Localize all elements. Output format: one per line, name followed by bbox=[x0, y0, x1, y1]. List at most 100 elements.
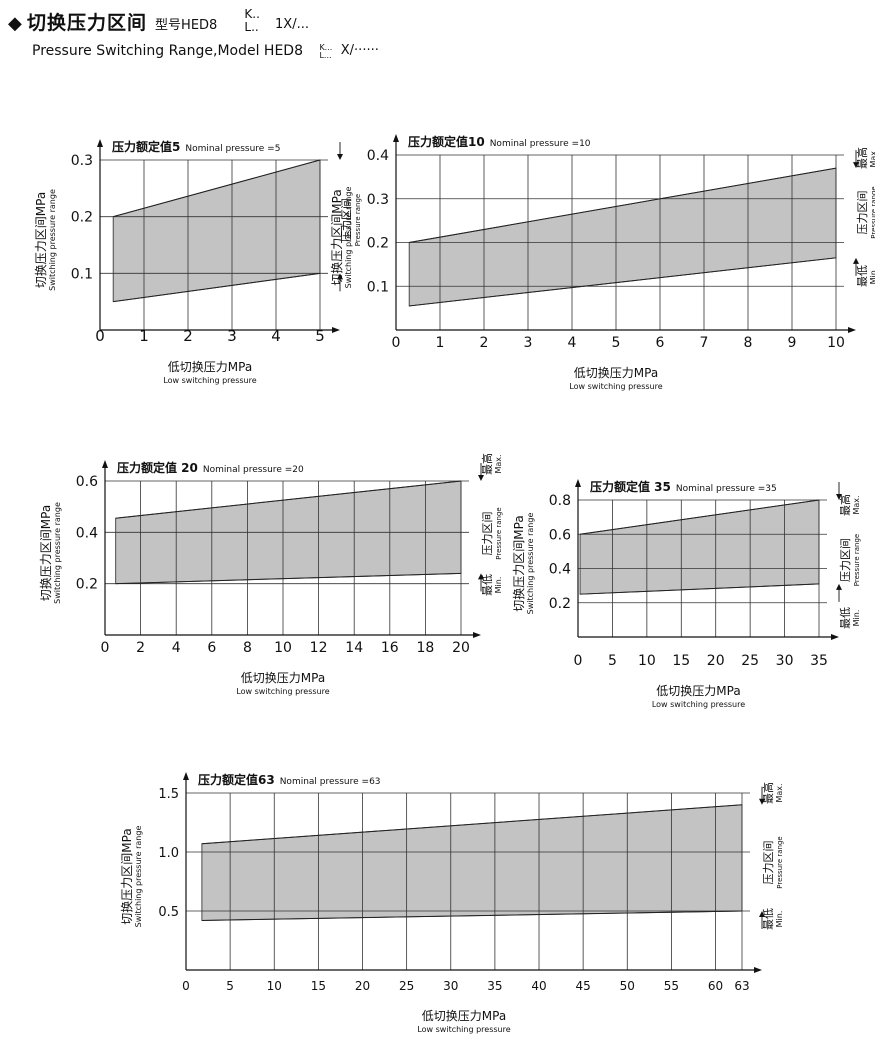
x-tick-label: 3 bbox=[524, 335, 533, 351]
down-arrow-icon bbox=[853, 162, 859, 169]
y-tick-label: 0.1 bbox=[367, 279, 389, 295]
x-tick-label: 8 bbox=[243, 640, 252, 656]
pressure-range-area bbox=[408, 167, 837, 307]
variant-k: K.. bbox=[244, 7, 260, 21]
x-tick-label: 5 bbox=[226, 979, 234, 993]
x-tick-label: 20 bbox=[452, 640, 470, 656]
y-axis-label: 切换压力区间MPa bbox=[120, 828, 134, 924]
y-axis-label: 切换压力区间MPa bbox=[512, 515, 526, 611]
min-label: 最低 bbox=[762, 908, 775, 930]
pressure-range-area bbox=[201, 804, 743, 921]
down-arrow-icon bbox=[836, 494, 842, 500]
x-tick-label: 0 bbox=[95, 327, 105, 345]
y-axis-arrow-icon bbox=[97, 139, 103, 147]
x-axis-arrow-icon bbox=[332, 327, 340, 333]
variant-k-small: K... bbox=[319, 43, 333, 52]
variant-l-small: L... bbox=[319, 51, 332, 60]
x-axis-label-en: Low switching pressure bbox=[417, 1025, 510, 1034]
x-axis-label-en: Low switching pressure bbox=[569, 382, 662, 391]
x-tick-label: 15 bbox=[311, 979, 326, 993]
chart-title: 压力额定值 20 Nominal pressure =20 bbox=[117, 460, 304, 475]
x-tick-label: 0 bbox=[574, 653, 583, 669]
down-arrow-icon bbox=[759, 798, 765, 805]
min-pressure-line bbox=[580, 583, 820, 595]
x-tick-label: 2 bbox=[480, 335, 489, 351]
y-tick-label: 0.6 bbox=[76, 474, 98, 490]
x-tick-label: 10 bbox=[274, 640, 292, 656]
y-axis-label: 切换压力区间MPa bbox=[330, 189, 344, 285]
x-tick-label: 35 bbox=[487, 979, 502, 993]
x-axis-label: 低切换压力MPa bbox=[241, 671, 325, 685]
y-axis-label-en: Switching pressure range bbox=[526, 513, 535, 615]
y-tick-label: 1.0 bbox=[158, 846, 179, 861]
max-label: 最高 bbox=[838, 494, 852, 516]
y-axis-arrow-icon bbox=[102, 460, 108, 468]
chart-title: 压力额定值10 Nominal pressure =10 bbox=[408, 134, 591, 149]
y-tick-label: 0.2 bbox=[71, 210, 93, 226]
min-label-en: Min. bbox=[494, 577, 503, 594]
x-tick-label: 40 bbox=[531, 979, 546, 993]
y-axis-arrow-icon bbox=[183, 772, 189, 780]
variant-l: L.. bbox=[244, 20, 259, 34]
y-axis-arrow-icon bbox=[575, 479, 581, 487]
y-axis-label-en: Switching pressure range bbox=[53, 502, 62, 604]
max-label: 最高 bbox=[761, 782, 775, 804]
x-tick-label: 0 bbox=[392, 335, 401, 351]
title-en: Pressure Switching Range,Model HED8 bbox=[32, 43, 303, 59]
x-tick-label: 50 bbox=[620, 979, 635, 993]
x-tick-label: 12 bbox=[310, 640, 328, 656]
pressure-range-area bbox=[579, 499, 820, 595]
pressure-range-label-en: Pressure range bbox=[495, 507, 503, 559]
y-axis-label-en: Switching pressure range bbox=[134, 826, 143, 928]
x-tick-label: 5 bbox=[612, 335, 621, 351]
max-label-en: Max. bbox=[869, 148, 875, 167]
x-tick-label: 3 bbox=[227, 327, 237, 345]
x-tick-label: 4 bbox=[271, 327, 281, 345]
up-arrow-icon bbox=[337, 273, 343, 280]
max-label-en: Max. bbox=[494, 454, 503, 473]
y-tick-label: 0.3 bbox=[71, 153, 93, 169]
x-tick-label: 25 bbox=[741, 653, 759, 669]
max-label: 最高 bbox=[480, 453, 494, 475]
max-pressure-line bbox=[201, 804, 743, 845]
variant-stack-small: K... L... bbox=[319, 44, 332, 60]
variant-suffix: 1X/... bbox=[275, 17, 309, 32]
y-tick-label: 0.5 bbox=[158, 905, 179, 920]
x-tick-label: 35 bbox=[810, 653, 828, 669]
x-axis-label: 低切换压力MPa bbox=[574, 366, 658, 380]
x-tick-label: 30 bbox=[776, 653, 794, 669]
x-axis-label-en: Low switching pressure bbox=[163, 376, 256, 385]
chart-title: 压力额定值 35 Nominal pressure =35 bbox=[590, 479, 777, 494]
page-header: ◆ 切换压力区间 型号HED8 K.. L.. 1X/... Pressure … bbox=[8, 8, 868, 68]
y-axis-label-en: Switching pressure range bbox=[48, 189, 57, 291]
up-arrow-icon bbox=[478, 573, 484, 580]
y-tick-label: 0.4 bbox=[549, 562, 571, 578]
pressure-range-label-en: Pressure range bbox=[354, 194, 362, 246]
y-tick-label: 0.2 bbox=[367, 236, 389, 252]
pressure-range-label-en: Pressure range bbox=[776, 836, 784, 888]
x-tick-label: 2 bbox=[136, 640, 145, 656]
min-label-en: Min. bbox=[852, 610, 861, 627]
model-label-cn: 型号HED8 bbox=[155, 18, 218, 33]
y-tick-label: 0.8 bbox=[549, 493, 571, 509]
pressure-range-label: 压力区间 bbox=[856, 191, 869, 235]
x-tick-label: 45 bbox=[576, 979, 591, 993]
diamond-bullet-icon: ◆ bbox=[8, 13, 22, 34]
max-pressure-line bbox=[113, 159, 321, 218]
x-tick-label: 63 bbox=[734, 979, 749, 993]
header-line-cn: ◆ 切换压力区间 型号HED8 K.. L.. 1X/... bbox=[8, 8, 309, 35]
up-arrow-icon bbox=[759, 911, 765, 917]
y-tick-label: 0.2 bbox=[549, 596, 571, 612]
y-tick-label: 0.4 bbox=[76, 525, 98, 541]
x-tick-label: 4 bbox=[568, 335, 577, 351]
pressure-range-label: 压力区间 bbox=[481, 512, 494, 556]
x-axis-arrow-icon bbox=[473, 632, 481, 638]
x-tick-label: 2 bbox=[183, 327, 193, 345]
chart-1: 0 1 2 3 4 5 0.1 0.2 0.3 压力额定值5 Nominal pressure =5… bbox=[34, 139, 362, 385]
x-axis-arrow-icon bbox=[831, 634, 839, 640]
max-pressure-line bbox=[579, 499, 820, 535]
x-axis-label: 低切换压力MPa bbox=[656, 684, 740, 698]
y-axis-arrow-icon bbox=[393, 134, 399, 142]
down-arrow-icon bbox=[337, 154, 343, 160]
min-pressure-line bbox=[115, 572, 462, 585]
